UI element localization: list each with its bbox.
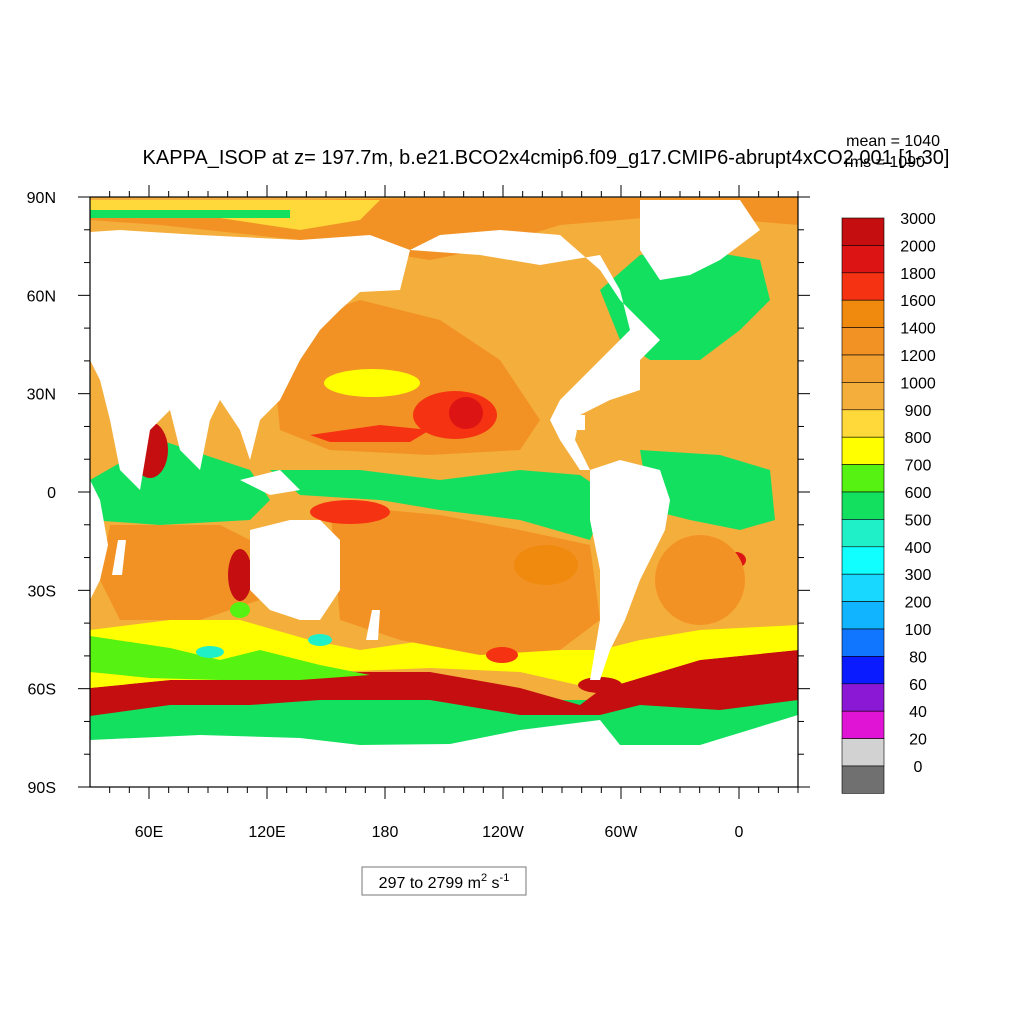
colorbar-swatch	[841, 299, 885, 328]
brazil-current-orange	[655, 535, 745, 625]
colorbar-label: 400	[905, 540, 932, 557]
colorbar-label: 40	[909, 704, 927, 721]
colorbar-swatch	[841, 436, 885, 465]
colorbar-swatch	[841, 272, 885, 301]
x-tick-label: 60W	[605, 824, 639, 841]
tasman-cyan	[308, 634, 332, 646]
colorbar-label: 800	[905, 430, 932, 447]
colorbar-swatch	[841, 491, 885, 520]
pacific-equatorial-green	[270, 470, 610, 540]
north-pacific-max	[449, 397, 483, 429]
colorbar-label: 2000	[900, 238, 936, 255]
colorbar-label: 1000	[900, 375, 936, 392]
colorbar-swatch	[841, 573, 885, 602]
indonesia-land	[240, 470, 300, 495]
colorbar-swatch	[841, 656, 885, 685]
y-tick-label: 30S	[28, 583, 56, 600]
east-indian-red	[310, 500, 390, 524]
colorbar-swatch	[841, 628, 885, 657]
greenland-land	[640, 200, 760, 280]
indian-south-orange	[100, 525, 260, 620]
arctic-green-strip	[90, 210, 290, 218]
madagascar-land	[112, 540, 126, 575]
colorbar-label: 200	[905, 595, 932, 612]
colorbar-swatch	[841, 601, 885, 630]
colorbar-label: 60	[909, 677, 927, 694]
colorbar-label: 0	[914, 759, 923, 776]
south-america-land	[590, 460, 670, 680]
colorbar-swatch	[841, 765, 885, 794]
south-indian-cyan	[196, 646, 224, 658]
south-pacific-dark-orange	[514, 545, 578, 585]
new-zealand-land	[366, 610, 380, 640]
x-tick-label: 60E	[135, 824, 163, 841]
y-axis: 90N 60N 30N 0 30S 60S 90S	[27, 190, 810, 797]
colorbar: 3000200018001600140012001000900800700600…	[841, 211, 936, 794]
colorbar-swatch	[841, 409, 885, 438]
colorbar-label: 80	[909, 649, 927, 666]
atlantic-green	[640, 450, 775, 530]
x-tick-label: 120W	[482, 824, 525, 841]
y-tick-label: 90S	[28, 780, 56, 797]
y-tick-label: 60N	[27, 288, 56, 305]
y-tick-label: 0	[47, 485, 56, 502]
range-label: 297 to 2799 m2 s-1	[379, 872, 510, 892]
colorbar-label: 3000	[900, 211, 936, 228]
north-pacific-yellow	[324, 369, 420, 397]
colorbar-swatch	[841, 710, 885, 739]
y-tick-label: 90N	[27, 190, 56, 207]
range-label-box: 297 to 2799 m2 s-1	[361, 866, 527, 896]
southern-ocean-red-band	[90, 650, 798, 716]
colorbar-swatch	[841, 354, 885, 383]
australia-land	[250, 520, 340, 620]
drake-red	[578, 677, 622, 693]
map-area	[90, 197, 798, 787]
north-america-land	[410, 230, 660, 470]
chart-title: KAPPA_ISOP at z= 197.7m, b.e21.BCO2x4cmi…	[143, 147, 950, 169]
eurasia-africa-land	[90, 200, 410, 490]
colorbar-label: 1400	[900, 321, 936, 338]
colorbar-swatch	[841, 546, 885, 575]
colorbar-label: 100	[905, 622, 932, 639]
x-tick-label: 120E	[248, 824, 285, 841]
x-tick-label: 0	[735, 824, 744, 841]
south-pacific-red-spot	[486, 647, 518, 663]
east-africa-land	[90, 480, 108, 600]
south-indian-green	[230, 602, 250, 618]
north-pacific-red-tongue	[310, 425, 430, 442]
colorbar-swatch	[841, 738, 885, 767]
colorbar-swatch	[841, 327, 885, 356]
mean-stat: mean = 1040	[846, 133, 940, 150]
colorbar-label: 1600	[900, 293, 936, 310]
colorbar-label: 600	[905, 485, 932, 502]
colorbar-label: 300	[905, 567, 932, 584]
x-tick-label: 180	[372, 824, 399, 841]
x-axis: 60E 120E 180 120W 60W 0	[109, 185, 799, 841]
colorbar-swatch	[841, 464, 885, 493]
colorbar-label: 700	[905, 458, 932, 475]
antarctica-land	[90, 715, 798, 787]
colorbar-swatch	[841, 382, 885, 411]
y-tick-label: 30N	[27, 387, 56, 404]
colorbar-label: 1200	[900, 348, 936, 365]
south-pacific-orange	[330, 505, 600, 655]
colorbar-swatch	[841, 217, 885, 246]
colorbar-swatch	[841, 683, 885, 712]
caribbean-land	[568, 415, 585, 430]
y-tick-label: 60S	[28, 682, 56, 699]
colorbar-label: 900	[905, 403, 932, 420]
colorbar-label: 20	[909, 732, 927, 749]
west-australia-red	[228, 549, 252, 601]
land-masses	[90, 200, 798, 787]
colorbar-swatch	[841, 245, 885, 274]
colorbar-label: 500	[905, 512, 932, 529]
colorbar-label: 1800	[900, 266, 936, 283]
rms-stat: rms = 1090	[845, 154, 926, 171]
colorbar-swatch	[841, 519, 885, 548]
southern-ocean-green-band	[90, 636, 370, 680]
